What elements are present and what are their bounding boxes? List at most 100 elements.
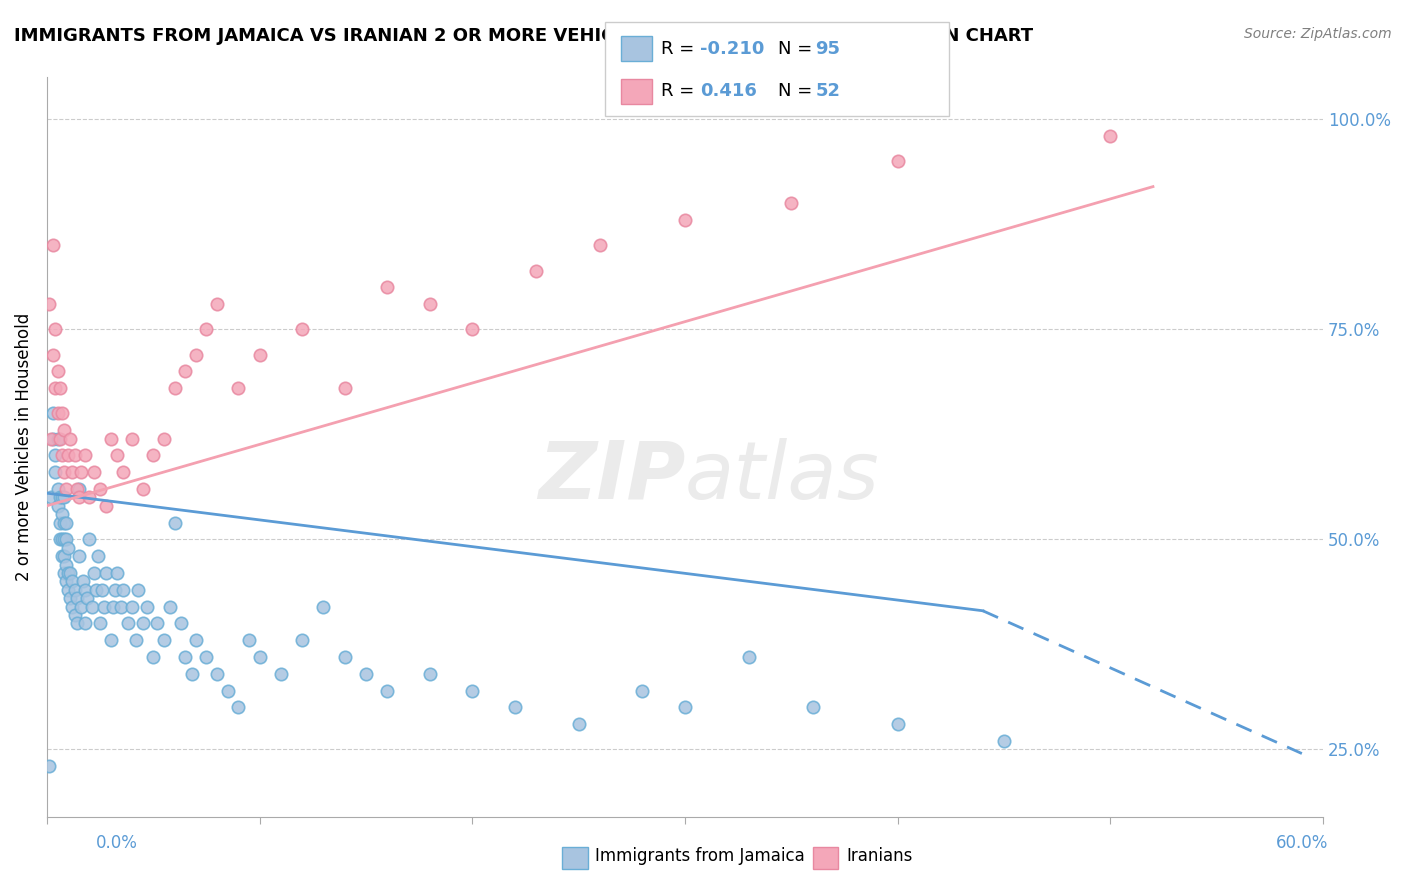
Point xyxy=(101,599,124,614)
Point xyxy=(79,533,101,547)
Point xyxy=(291,322,314,336)
Point xyxy=(51,406,73,420)
Point xyxy=(62,574,84,589)
Point xyxy=(96,566,118,580)
Point xyxy=(52,566,75,580)
Point xyxy=(46,482,69,496)
Point xyxy=(135,599,157,614)
Point xyxy=(42,238,65,252)
Point xyxy=(79,491,101,505)
Point xyxy=(142,449,165,463)
Point xyxy=(44,449,66,463)
Point xyxy=(44,381,66,395)
Point xyxy=(89,482,111,496)
Point xyxy=(76,591,98,606)
Point xyxy=(55,574,77,589)
Point xyxy=(419,666,441,681)
Point xyxy=(105,566,128,580)
Point xyxy=(121,432,143,446)
Point xyxy=(83,566,105,580)
Text: R =: R = xyxy=(661,40,700,58)
Point xyxy=(461,322,484,336)
Point xyxy=(66,591,89,606)
Point xyxy=(503,700,526,714)
Point xyxy=(46,406,69,420)
Point xyxy=(51,549,73,564)
Point xyxy=(738,650,761,665)
Point xyxy=(67,549,90,564)
Point xyxy=(110,599,132,614)
Point xyxy=(780,196,803,211)
Point xyxy=(238,633,260,648)
Point xyxy=(375,683,398,698)
Text: ZIP: ZIP xyxy=(537,438,685,516)
Point xyxy=(249,348,271,362)
Point xyxy=(631,683,654,698)
Point xyxy=(153,432,176,446)
Text: N =: N = xyxy=(778,82,817,100)
Point xyxy=(52,533,75,547)
Point xyxy=(51,449,73,463)
Text: 0.0%: 0.0% xyxy=(96,834,138,852)
Point xyxy=(125,633,148,648)
Point xyxy=(146,616,169,631)
Point xyxy=(51,491,73,505)
Y-axis label: 2 or more Vehicles in Household: 2 or more Vehicles in Household xyxy=(15,313,32,581)
Point xyxy=(100,432,122,446)
Point xyxy=(67,482,90,496)
Point xyxy=(184,348,207,362)
Point xyxy=(66,616,89,631)
Point xyxy=(461,683,484,698)
Point xyxy=(84,582,107,597)
Point xyxy=(52,423,75,437)
Point xyxy=(56,449,79,463)
Point xyxy=(127,582,149,597)
Point xyxy=(886,154,908,169)
Point xyxy=(96,499,118,513)
Point xyxy=(39,491,62,505)
Point xyxy=(42,348,65,362)
Point xyxy=(228,700,250,714)
Text: 0.416: 0.416 xyxy=(700,82,756,100)
Point xyxy=(83,465,105,479)
Point xyxy=(333,650,356,665)
Point xyxy=(100,633,122,648)
Point xyxy=(228,381,250,395)
Point xyxy=(993,734,1015,748)
Point xyxy=(70,465,93,479)
Point xyxy=(112,465,135,479)
Text: -0.210: -0.210 xyxy=(700,40,765,58)
Point xyxy=(142,650,165,665)
Text: 52: 52 xyxy=(815,82,841,100)
Point xyxy=(91,582,114,597)
Point xyxy=(52,491,75,505)
Point xyxy=(55,533,77,547)
Point xyxy=(72,574,94,589)
Point xyxy=(59,432,82,446)
Point xyxy=(66,482,89,496)
Point xyxy=(75,616,97,631)
Point xyxy=(48,533,70,547)
Point xyxy=(62,599,84,614)
Point xyxy=(51,533,73,547)
Point xyxy=(63,607,86,622)
Point xyxy=(105,449,128,463)
Point xyxy=(163,516,186,530)
Text: 95: 95 xyxy=(815,40,841,58)
Point xyxy=(375,280,398,294)
Point xyxy=(38,759,60,773)
Point xyxy=(56,566,79,580)
Point xyxy=(1099,129,1122,144)
Point xyxy=(59,591,82,606)
Point xyxy=(184,633,207,648)
Text: IMMIGRANTS FROM JAMAICA VS IRANIAN 2 OR MORE VEHICLES IN HOUSEHOLD CORRELATION C: IMMIGRANTS FROM JAMAICA VS IRANIAN 2 OR … xyxy=(14,27,1033,45)
Text: atlas: atlas xyxy=(685,438,880,516)
Point xyxy=(104,582,127,597)
Point xyxy=(117,616,139,631)
Point xyxy=(55,558,77,572)
Point xyxy=(589,238,612,252)
Point xyxy=(217,683,239,698)
Point xyxy=(87,549,110,564)
Point xyxy=(886,717,908,731)
Text: R =: R = xyxy=(661,82,700,100)
